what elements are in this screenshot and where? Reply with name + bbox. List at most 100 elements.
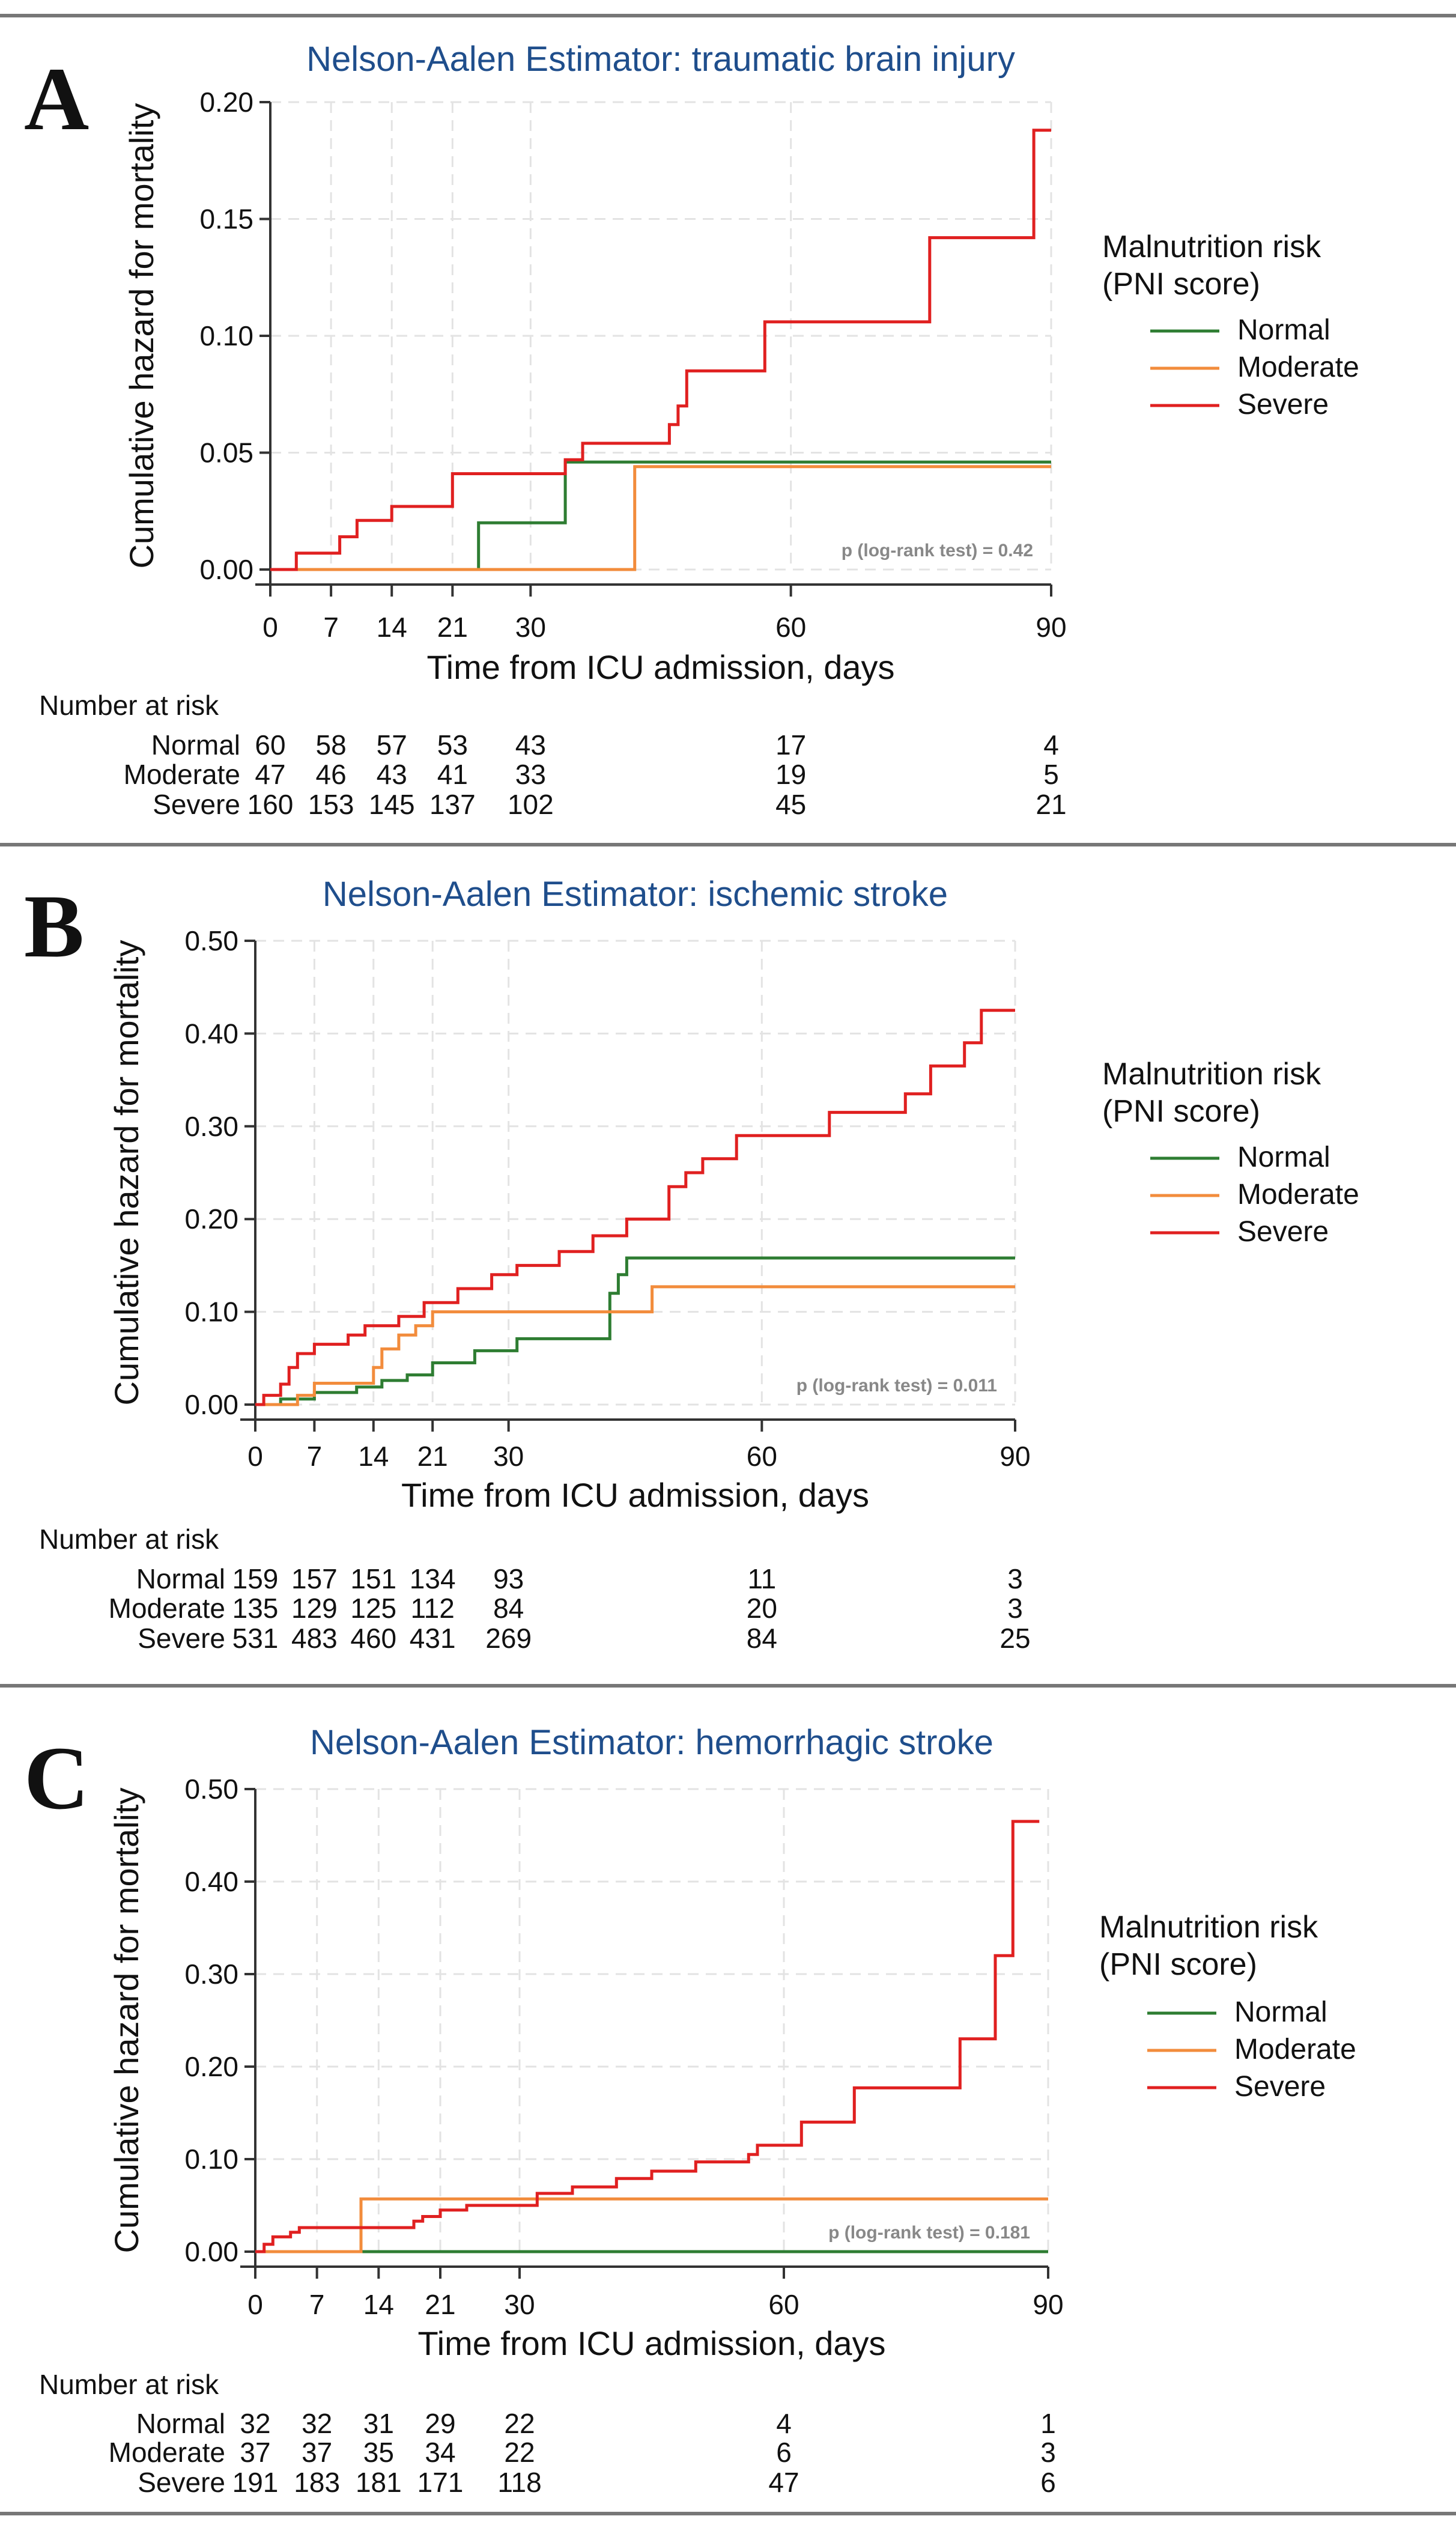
y-tick-label: 0.20 xyxy=(184,1203,238,1235)
risk-cell: 157 xyxy=(291,1563,338,1594)
risk-cell: 1 xyxy=(1040,2408,1056,2439)
series-line-severe xyxy=(255,1009,1015,1406)
risk-cell: 102 xyxy=(508,789,554,820)
risk-cell: 21 xyxy=(1036,789,1066,820)
risk-cell: 153 xyxy=(308,789,354,820)
x-tick-label: 0 xyxy=(262,612,278,643)
chart-panel-C: C Nelson-Aalen Estimator: hemorrhagic str… xyxy=(24,1723,1356,2498)
risk-cell: 159 xyxy=(232,1563,279,1594)
risk-cell: 31 xyxy=(363,2408,394,2439)
risk-row-label-normal: Normal xyxy=(136,2408,225,2439)
x-tick-label: 0 xyxy=(247,2289,263,2320)
y-tick-label: 0.50 xyxy=(184,925,238,956)
x-tick-label: 0 xyxy=(247,1441,263,1472)
x-tick-label: 30 xyxy=(504,2289,535,2320)
x-tick-label: 90 xyxy=(1033,2289,1063,2320)
risk-cell: 60 xyxy=(255,729,285,761)
y-axis-label: Cumulative hazard for mortality xyxy=(108,940,145,1406)
risk-cell: 151 xyxy=(350,1563,396,1594)
risk-cell: 118 xyxy=(497,2467,541,2498)
risk-cell: 3 xyxy=(1007,1593,1023,1624)
legend-label-normal: Normal xyxy=(1237,314,1330,346)
y-tick-label: 0.10 xyxy=(199,320,253,351)
x-tick-label: 30 xyxy=(515,612,546,643)
x-tick-label: 21 xyxy=(425,2289,455,2320)
series-line-moderate xyxy=(255,2197,1048,2253)
y-tick-label: 0.10 xyxy=(184,1296,238,1328)
risk-cell: 20 xyxy=(747,1593,777,1624)
risk-cell: 160 xyxy=(247,789,294,820)
risk-cell: 45 xyxy=(775,789,806,820)
risk-cell: 34 xyxy=(425,2437,455,2468)
risk-row-label-normal: Normal xyxy=(136,1563,225,1594)
risk-cell: 22 xyxy=(504,2437,535,2468)
risk-cell: 269 xyxy=(485,1623,532,1654)
chart-title: Nelson-Aalen Estimator: ischemic stroke xyxy=(323,875,948,914)
y-tick-label: 0.00 xyxy=(184,1389,238,1420)
risk-cell: 53 xyxy=(437,729,468,761)
series-line-severe xyxy=(255,1820,1040,2253)
y-tick-label: 0.20 xyxy=(184,2051,238,2082)
risk-cell: 5 xyxy=(1043,759,1059,790)
risk-cell: 135 xyxy=(232,1593,279,1624)
p-value-annotation: p (log-rank test) = 0.42 xyxy=(842,541,1033,561)
x-tick-label: 60 xyxy=(768,2289,799,2320)
risk-cell: 431 xyxy=(410,1623,456,1654)
risk-cell: 171 xyxy=(417,2467,464,2498)
risk-cell: 37 xyxy=(240,2437,270,2468)
risk-cell: 483 xyxy=(291,1623,338,1654)
risk-cell: 22 xyxy=(504,2408,535,2439)
risk-row-label-moderate: Moderate xyxy=(109,2437,225,2468)
risk-cell: 137 xyxy=(429,789,476,820)
risk-cell: 4 xyxy=(776,2408,792,2439)
y-tick-label: 0.30 xyxy=(184,1958,238,1990)
y-tick-label: 0.30 xyxy=(184,1111,238,1142)
panel-letter: C xyxy=(24,1728,89,1828)
y-tick-label: 0.15 xyxy=(199,204,253,235)
risk-cell: 93 xyxy=(493,1563,524,1594)
risk-cell: 183 xyxy=(294,2467,340,2498)
risk-cell: 32 xyxy=(240,2408,270,2439)
legend-subtitle: (PNI score) xyxy=(1102,267,1260,302)
risk-cell: 58 xyxy=(316,729,347,761)
x-tick-label: 90 xyxy=(1036,612,1066,643)
risk-row-label-moderate: Moderate xyxy=(124,759,240,790)
x-tick-label: 14 xyxy=(363,2289,394,2320)
legend-title: Malnutrition risk xyxy=(1102,1057,1321,1092)
x-axis-label: Time from ICU admission, days xyxy=(418,2324,886,2362)
risk-cell: 17 xyxy=(775,729,806,761)
y-tick-label: 0.00 xyxy=(199,554,253,585)
x-tick-label: 21 xyxy=(417,1441,448,1472)
series-line-moderate xyxy=(255,1285,1015,1406)
risk-cell: 46 xyxy=(316,759,347,790)
chart-title: Nelson-Aalen Estimator: traumatic brain … xyxy=(306,40,1015,79)
p-value-annotation: p (log-rank test) = 0.011 xyxy=(796,1376,997,1396)
risk-table-title: Number at risk xyxy=(39,1524,219,1555)
y-tick-label: 0.00 xyxy=(184,2236,238,2267)
risk-cell: 33 xyxy=(515,759,546,790)
risk-cell: 129 xyxy=(291,1593,338,1624)
risk-cell: 84 xyxy=(747,1623,777,1654)
risk-cell: 35 xyxy=(363,2437,394,2468)
legend-title: Malnutrition risk xyxy=(1102,229,1321,264)
risk-cell: 41 xyxy=(437,759,468,790)
y-axis-label: Cumulative hazard for mortality xyxy=(123,103,160,569)
legend-label-severe: Severe xyxy=(1234,2071,1326,2103)
legend-subtitle: (PNI score) xyxy=(1099,1947,1257,1982)
panel-letter: A xyxy=(24,49,89,149)
risk-cell: 145 xyxy=(369,789,415,820)
risk-cell: 47 xyxy=(255,759,285,790)
legend-label-normal: Normal xyxy=(1234,1996,1327,2028)
x-tick-label: 7 xyxy=(307,1441,323,1472)
risk-cell: 84 xyxy=(493,1593,524,1624)
y-tick-label: 0.50 xyxy=(184,1773,238,1805)
legend-title: Malnutrition risk xyxy=(1099,1910,1318,1945)
risk-row-label-severe: Severe xyxy=(138,1623,225,1654)
risk-cell: 6 xyxy=(1040,2467,1056,2498)
risk-cell: 460 xyxy=(350,1623,396,1654)
x-tick-label: 60 xyxy=(775,612,806,643)
legend-subtitle: (PNI score) xyxy=(1102,1094,1260,1129)
legend-label-moderate: Moderate xyxy=(1237,1179,1359,1211)
risk-cell: 37 xyxy=(302,2437,332,2468)
